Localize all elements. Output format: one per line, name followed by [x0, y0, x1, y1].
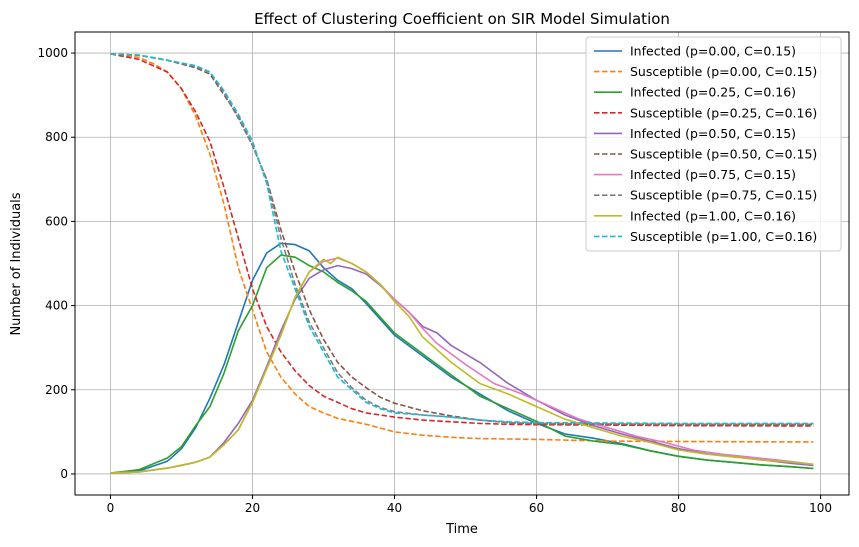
x-tick-label: 60 [529, 501, 544, 515]
legend-label-1: Susceptible (p=0.00, C=0.15) [630, 64, 817, 79]
x-axis-ticks: 0 20 40 60 80 100 [107, 495, 832, 515]
x-tick-label: 100 [809, 501, 832, 515]
x-tick-label: 80 [671, 501, 686, 515]
legend-label-5: Susceptible (p=0.50, C=0.15) [630, 147, 817, 162]
legend-label-7: Susceptible (p=0.75, C=0.15) [630, 188, 817, 203]
y-axis-label: Number of Individuals [9, 192, 24, 335]
x-axis-label: Time [445, 522, 478, 537]
legend: Infected (p=0.00, C=0.15) Susceptible (p=… [585, 36, 842, 252]
legend-label-2: Infected (p=0.25, C=0.16) [630, 85, 796, 100]
legend-label-9: Susceptible (p=1.00, C=0.16) [630, 229, 817, 244]
y-axis-ticks: 0 200 400 600 800 1000 [37, 46, 75, 481]
legend-label-0: Infected (p=0.00, C=0.15) [630, 44, 796, 59]
legend-label-4: Infected (p=0.50, C=0.15) [630, 126, 796, 141]
y-tick-label: 1000 [37, 46, 68, 60]
y-tick-label: 0 [60, 467, 68, 481]
series-line-8 [110, 256, 814, 474]
series-line-3 [110, 53, 814, 427]
y-tick-label: 600 [45, 214, 68, 228]
x-tick-label: 20 [245, 501, 260, 515]
series-lines [110, 53, 814, 474]
chart-title: Effect of Clustering Coefficient on SIR … [254, 10, 670, 28]
x-tick-label: 0 [107, 501, 115, 515]
legend-box [585, 36, 842, 252]
x-tick-label: 40 [387, 501, 402, 515]
y-tick-label: 400 [45, 299, 68, 313]
legend-label-6: Infected (p=0.75, C=0.15) [630, 167, 796, 182]
legend-label-8: Infected (p=1.00, C=0.16) [630, 208, 796, 223]
series-line-2 [110, 254, 814, 474]
series-line-9 [110, 53, 814, 425]
y-tick-label: 800 [45, 130, 68, 144]
plot-frame [74, 31, 850, 496]
legend-label-3: Susceptible (p=0.25, C=0.16) [630, 105, 817, 120]
y-tick-label: 200 [45, 383, 68, 397]
